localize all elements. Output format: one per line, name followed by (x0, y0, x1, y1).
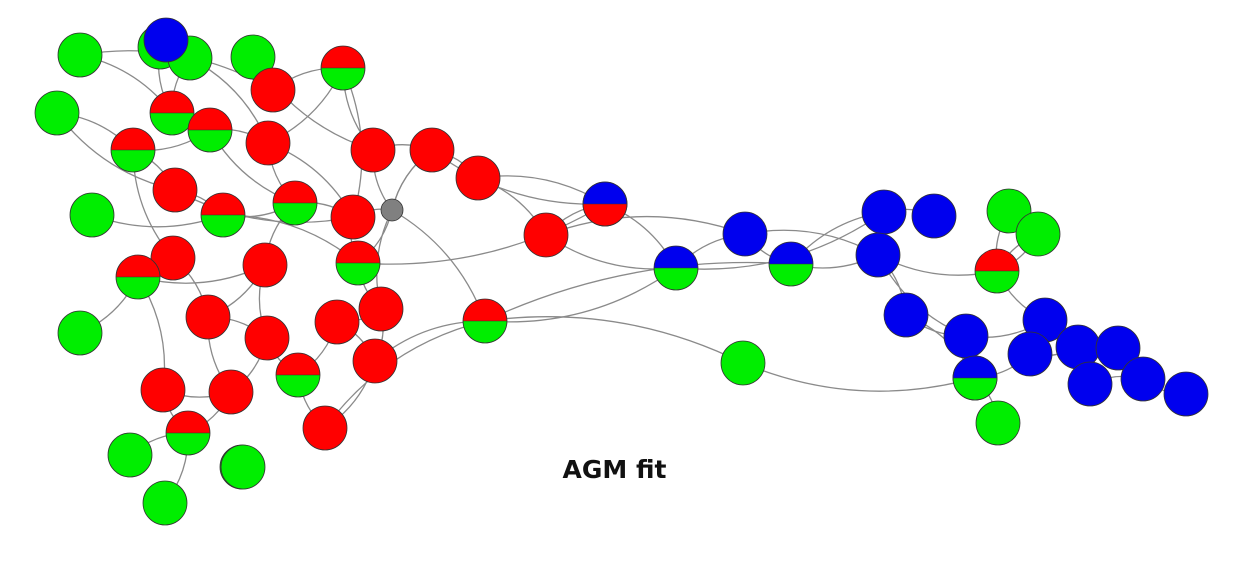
graph-node-green (1015, 211, 1061, 257)
graph-node-red (150, 235, 196, 281)
graph-node-red (523, 212, 569, 258)
graph-node-red (185, 294, 231, 340)
graph-node-blue-red (582, 181, 628, 227)
graph-node-red-green (275, 352, 321, 398)
graph-node-red (242, 242, 288, 288)
graph-edge (484, 316, 744, 364)
graph-node-red-green (187, 107, 233, 153)
graph-node-red-green (200, 192, 246, 238)
graph-node-blue-green (768, 241, 814, 287)
graph-node-red-green (115, 254, 161, 300)
graph-edge (742, 362, 976, 392)
graph-node-green (107, 432, 153, 478)
graph-node-red (244, 315, 290, 361)
graph-edge (174, 189, 354, 224)
graph-node-red-green (335, 240, 381, 286)
graph-node-red (352, 338, 398, 384)
graph-node-blue (911, 193, 957, 239)
graph-node-red-green (320, 45, 366, 91)
graph-node-blue-green (952, 355, 998, 401)
graph-node-green (142, 480, 188, 526)
graph-node-blue (1067, 361, 1113, 407)
graph-node-blue (883, 292, 929, 338)
graph-node-green (57, 310, 103, 356)
graph-node-green (220, 444, 266, 490)
graph-node-green (69, 192, 115, 238)
graph-node-red-green (272, 180, 318, 226)
graph-node-red (358, 286, 404, 332)
graph-node-green (230, 34, 276, 80)
graph-node-red-green (110, 127, 156, 173)
graph-edge (431, 149, 606, 205)
graph-node-blue (943, 313, 989, 359)
graph-node-blue (861, 189, 907, 235)
graph-node-red (350, 127, 396, 173)
graph-node-blue (1095, 325, 1141, 371)
graph-node-blue-green (653, 245, 699, 291)
graph-edge (545, 215, 746, 236)
graph-node-red (152, 167, 198, 213)
graph-node-blue (1007, 331, 1053, 377)
graph-node-green (975, 400, 1021, 446)
graph-node-green (34, 90, 80, 136)
graph-node-blue (1163, 371, 1209, 417)
graph-node-blue (855, 232, 901, 278)
graph-node-green (720, 340, 766, 386)
graph-caption: AGM fit (562, 455, 667, 484)
graph-node-red-green (165, 410, 211, 456)
graph-node-red (314, 299, 360, 345)
nodes-layer (34, 17, 1209, 526)
graph-node-red (140, 367, 186, 413)
graph-edge (484, 261, 792, 322)
graph-node-red-green (974, 248, 1020, 294)
graph-node-blue (722, 211, 768, 257)
graph-node-red (250, 67, 296, 113)
graph-node-red (409, 127, 455, 173)
graph-node-blue (143, 17, 189, 63)
graph-node-gray (380, 198, 404, 222)
graph-node-red-green (462, 298, 508, 344)
graph-node-red (455, 155, 501, 201)
graph-node-red (302, 405, 348, 451)
graph-node-red (245, 120, 291, 166)
graph-node-red-green (149, 90, 195, 136)
graph-edge (484, 267, 677, 323)
graph-edge (357, 203, 606, 265)
graph-node-red (208, 369, 254, 415)
graph-node-green (57, 32, 103, 78)
graph-node-red (330, 194, 376, 240)
graph-node-blue (1120, 356, 1166, 402)
